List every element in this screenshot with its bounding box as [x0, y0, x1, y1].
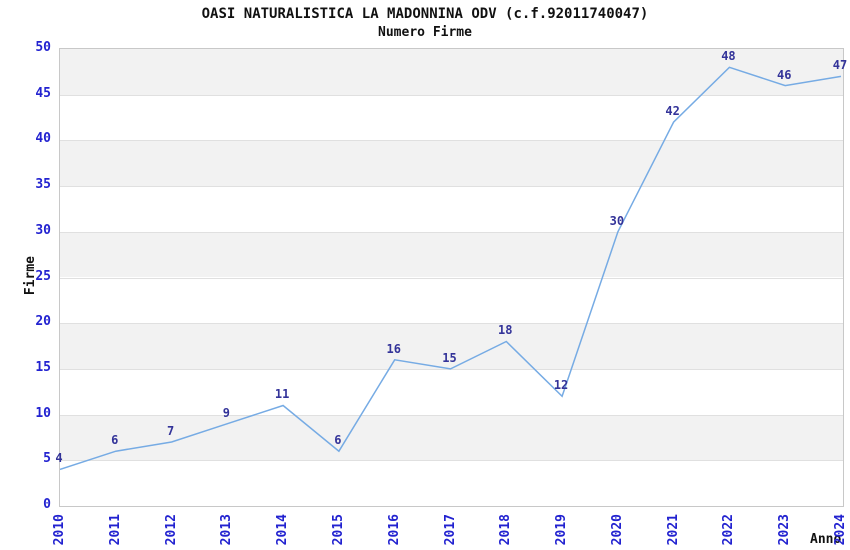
- x-tick-label: 2020: [609, 514, 625, 546]
- y-tick-label: 45: [35, 85, 51, 101]
- data-point-label: 47: [832, 58, 848, 73]
- data-point-label: 42: [665, 104, 680, 119]
- plot-band: [60, 186, 843, 232]
- gridline: [60, 415, 843, 416]
- plot-band: [60, 94, 843, 141]
- gridline: [60, 460, 843, 461]
- x-tick-label: 2023: [777, 514, 793, 546]
- plot-band: [60, 49, 843, 95]
- line-series: [60, 66, 842, 471]
- plot-band: [60, 414, 843, 461]
- x-tick-label: 2014: [275, 514, 291, 546]
- y-tick-label: 50: [35, 40, 51, 55]
- y-tick-label: 0: [43, 497, 51, 512]
- data-point-label: 30: [609, 213, 625, 228]
- y-tick-label: 10: [35, 405, 51, 421]
- x-tick-label: 2012: [163, 514, 179, 546]
- plot-area: [59, 48, 844, 507]
- x-tick-label: 2024: [833, 514, 848, 546]
- plot-band: [60, 368, 843, 415]
- gridline: [60, 95, 843, 96]
- gridline: [60, 140, 843, 141]
- x-tick-label: 2021: [665, 514, 681, 546]
- y-tick-label: 35: [35, 177, 51, 193]
- data-point-label: 48: [721, 49, 736, 64]
- plot-band: [60, 140, 843, 187]
- plot-band: [60, 277, 843, 324]
- gridline: [60, 186, 843, 187]
- plot-band: [60, 231, 843, 278]
- data-point-label: 18: [498, 323, 513, 338]
- data-point-label: 16: [386, 341, 401, 356]
- y-tick-label: 25: [35, 268, 51, 284]
- data-point-label: 6: [111, 433, 119, 448]
- data-point-label: 9: [222, 405, 230, 420]
- x-tick-label: 2019: [554, 514, 570, 546]
- gridline: [60, 369, 843, 370]
- x-tick-label: 2011: [107, 514, 123, 546]
- gridline: [60, 278, 843, 279]
- data-point-label: 46: [776, 67, 792, 82]
- y-tick-label: 15: [35, 359, 51, 375]
- gridline: [60, 323, 843, 324]
- x-axis-label: Anno: [810, 532, 842, 547]
- gridline: [60, 232, 843, 233]
- y-tick-label: 40: [35, 131, 51, 147]
- plot-band: [60, 460, 843, 506]
- data-point-label: 15: [442, 350, 457, 365]
- x-tick-label: 2010: [52, 514, 67, 546]
- x-tick-label: 2018: [498, 514, 514, 546]
- y-tick-label: 30: [35, 222, 51, 238]
- x-tick-label: 2016: [386, 514, 402, 546]
- plot-band: [60, 323, 843, 369]
- chart-title: OASI NATURALISTICA LA MADONNINA ODV (c.f…: [201, 6, 649, 22]
- data-point-label: 4: [55, 451, 63, 466]
- x-tick-label: 2013: [219, 514, 235, 546]
- data-point-label: 6: [334, 433, 342, 448]
- y-tick-label: 20: [35, 314, 51, 330]
- x-tick-label: 2017: [442, 514, 458, 546]
- data-point-label: 12: [553, 378, 569, 393]
- x-tick-label: 2015: [330, 514, 346, 546]
- chart-subtitle: Numero Firme: [378, 25, 472, 40]
- data-point-label: 7: [166, 424, 175, 439]
- x-tick-label: 2022: [721, 514, 737, 546]
- y-tick-label: 5: [43, 451, 51, 467]
- data-point-label: 11: [274, 387, 290, 402]
